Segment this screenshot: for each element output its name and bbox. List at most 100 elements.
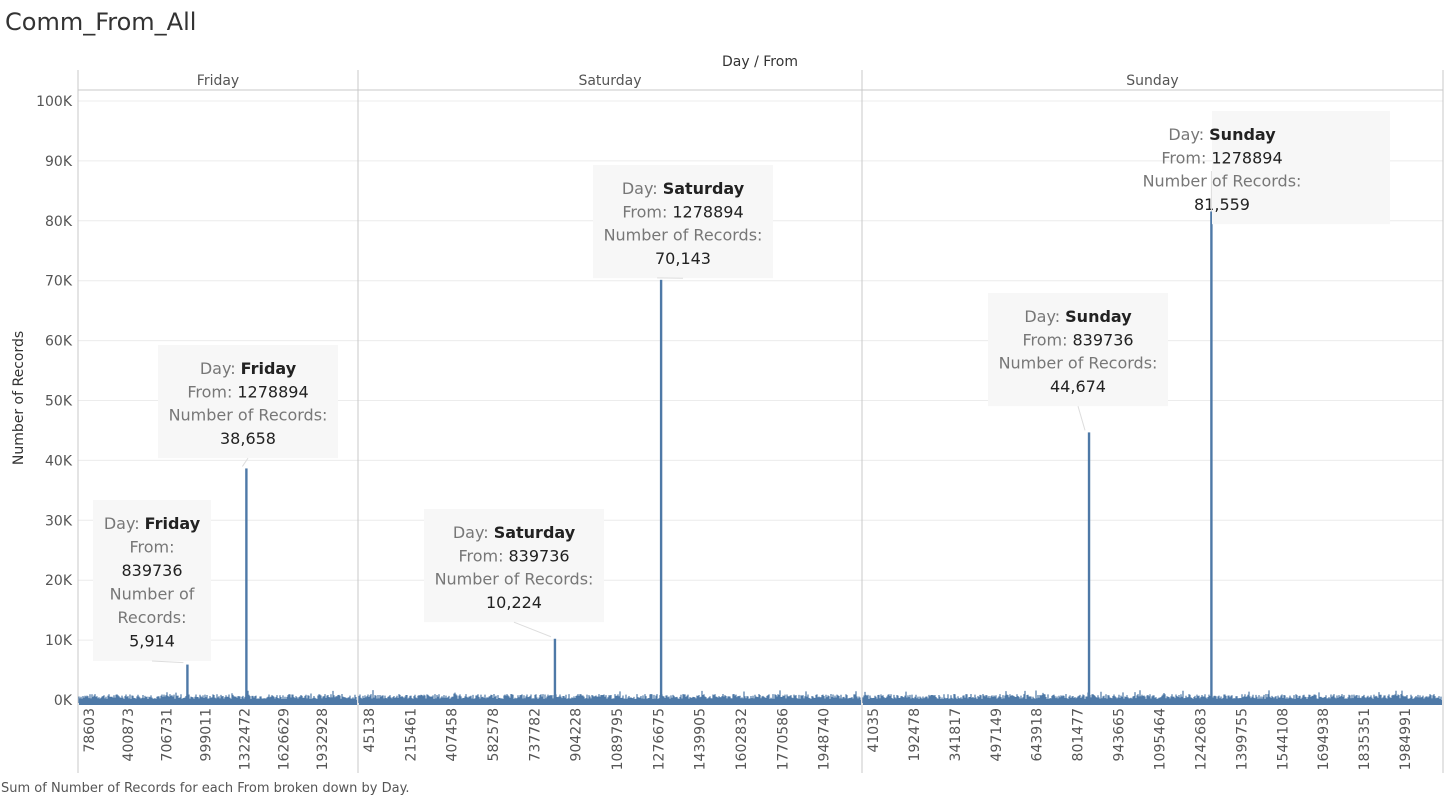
- bar[interactable]: [186, 664, 189, 704]
- tooltip-line: Day: Saturday: [622, 179, 745, 198]
- bar[interactable]: [659, 279, 663, 704]
- tooltip-text: Number of Records:: [1143, 172, 1302, 191]
- tooltip-text: 10,224: [486, 593, 542, 612]
- x-tick-label: 78603: [82, 708, 98, 753]
- tooltip-pointer: [241, 457, 249, 467]
- x-tick-label: 45138: [362, 708, 378, 753]
- tooltip-line: From: 839736: [1022, 330, 1133, 349]
- tooltip-text: Day:: [200, 359, 236, 378]
- tooltip-line: From: 1278894: [187, 382, 308, 401]
- tooltip-line: 5,914: [129, 632, 175, 651]
- y-tick-label: 80K: [45, 214, 73, 230]
- tooltip-text: Friday: [145, 514, 201, 533]
- x-tick-label: 943665: [1112, 708, 1128, 761]
- tooltip-line: Number of Records:: [604, 226, 763, 245]
- tooltip: Day: Friday From: 839736 Number of Records: 5,…: [93, 500, 211, 664]
- tooltip-box: [1212, 111, 1390, 225]
- x-tick-label: 1276675: [651, 708, 667, 770]
- tooltip-text: Saturday: [494, 523, 576, 542]
- tooltip-text: From:: [129, 538, 174, 557]
- tooltip-text: From:: [458, 546, 503, 565]
- bar[interactable]: [245, 468, 248, 704]
- x-tick-label: 1439905: [693, 708, 709, 770]
- tooltip-text: 839736: [508, 546, 569, 565]
- tooltip-line: 10,224: [486, 593, 542, 612]
- tooltip-line: Day: Sunday: [1168, 125, 1276, 144]
- tooltip-line: Number of Records:: [999, 354, 1158, 373]
- tooltip-text: Number of Records:: [999, 354, 1158, 373]
- x-tick-label: 706731: [160, 708, 176, 761]
- tooltip-text: 38,658: [220, 429, 276, 448]
- tooltip-box: [593, 165, 773, 279]
- y-tick-label: 70K: [45, 274, 73, 290]
- tooltip-text: From:: [187, 382, 232, 401]
- x-tick-label: 41035: [866, 708, 882, 753]
- panel-header: Friday: [197, 73, 239, 89]
- tooltip-line: Day: Friday: [104, 514, 201, 533]
- x-tick-label: 400873: [121, 708, 137, 761]
- tooltip: Day: Sunday From: 839736 Number of Records: 4…: [988, 293, 1168, 431]
- y-tick-label: 20K: [45, 573, 73, 589]
- tooltip-text: Saturday: [663, 179, 745, 198]
- y-tick-label: 100K: [36, 94, 73, 110]
- x-tick-label: 737782: [527, 708, 543, 761]
- x-tick-label: 643918: [1030, 708, 1046, 761]
- tooltip-text: 70,143: [655, 249, 711, 268]
- x-tick-label: 1694938: [1316, 708, 1332, 770]
- tooltip-pointer: [1077, 406, 1086, 431]
- x-tick-label: 341817: [948, 708, 964, 761]
- x-tick-label: 1095464: [1153, 708, 1169, 770]
- bar[interactable]: [553, 638, 557, 704]
- tooltip-text: Number of Records:: [435, 570, 594, 589]
- tooltip-line: 38,658: [220, 429, 276, 448]
- tooltip-text: From:: [622, 202, 667, 221]
- x-tick-label: 192478: [907, 708, 923, 761]
- tooltip-line: From:: [129, 538, 174, 557]
- tooltip-line: 70,143: [655, 249, 711, 268]
- tooltip-text: Records:: [117, 608, 186, 627]
- panel-sunday: Sunday 41035 192478 341817 497149 643918 80147…: [862, 73, 1442, 770]
- tooltip-text: Day:: [1024, 307, 1060, 326]
- x-tick-label: 1626629: [276, 708, 292, 770]
- x-tick-label: 1948740: [817, 708, 833, 770]
- tooltip-text: Day:: [104, 514, 140, 533]
- bar-baseline-band: [359, 700, 861, 705]
- x-tick-label: 1242683: [1193, 708, 1209, 770]
- tooltip-line: Day: Sunday: [1024, 307, 1132, 326]
- tooltip-text: 1278894: [237, 382, 308, 401]
- tooltip-line: 44,674: [1050, 377, 1106, 396]
- tooltip-text: Day:: [622, 179, 658, 198]
- bar[interactable]: [1210, 211, 1213, 704]
- panel-header: Saturday: [578, 73, 641, 89]
- bar-baseline-band: [79, 700, 357, 705]
- x-tick-label: 215461: [403, 708, 419, 761]
- tooltip-line: From: 839736: [458, 546, 569, 565]
- chart-caption: Sum of Number of Records for each From b…: [1, 781, 410, 796]
- x-tick-label: 1399755: [1234, 708, 1250, 770]
- tooltip-text: 44,674: [1050, 377, 1106, 396]
- x-tick-label: 1322472: [237, 708, 253, 770]
- tooltip-text: From:: [1022, 330, 1067, 349]
- tooltip-pointer: [151, 660, 184, 664]
- x-tick-label: 1602832: [734, 708, 750, 770]
- bar[interactable]: [1087, 432, 1091, 704]
- tooltip-text: From:: [1161, 148, 1206, 167]
- y-axis-label: Number of Records: [11, 331, 27, 465]
- tooltip: Day: Saturday From: 839736 Number of Records…: [424, 509, 604, 638]
- tooltip-box: [158, 345, 338, 459]
- tooltip-pointer: [513, 621, 552, 638]
- column-header: Day / From: [722, 54, 798, 70]
- tooltip-line: 839736: [121, 561, 182, 580]
- tooltip-text: 1278894: [672, 202, 743, 221]
- x-tick-label: 1544108: [1275, 708, 1291, 770]
- tooltip-text: Number of Records:: [169, 406, 328, 425]
- x-tick-label: 1932928: [315, 708, 331, 770]
- tooltip-line: Day: Friday: [200, 359, 297, 378]
- tooltip-text: Sunday: [1209, 125, 1276, 144]
- tooltip-box: [424, 509, 604, 623]
- tooltip-line: Number of Records:: [435, 570, 594, 589]
- y-tick-label: 40K: [45, 453, 73, 469]
- tooltip-line: Number of Records:: [1143, 172, 1302, 191]
